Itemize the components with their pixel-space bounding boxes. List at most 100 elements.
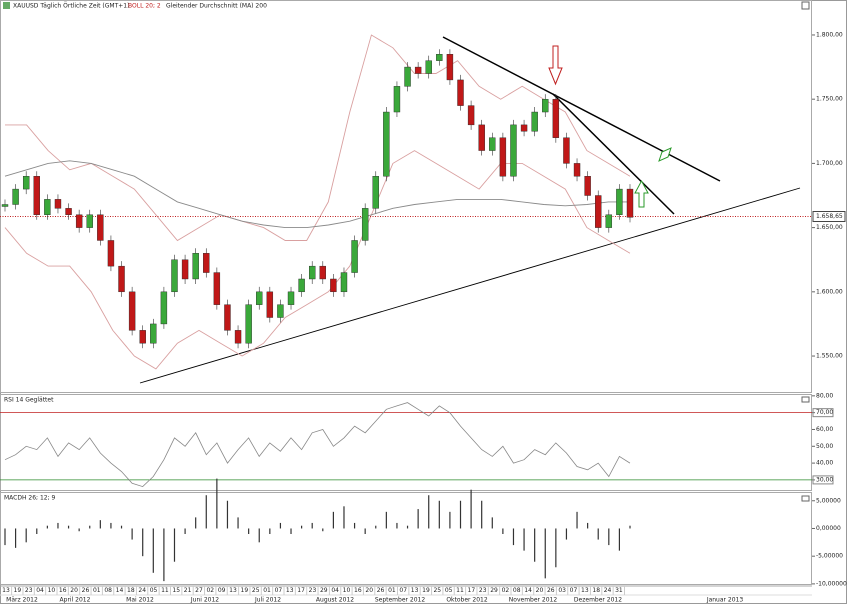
candle: [489, 137, 496, 151]
x-day-label: 11: [456, 587, 464, 594]
x-day-label: 02: [502, 587, 510, 594]
candle: [22, 176, 30, 190]
x-day-label: 04: [36, 587, 44, 594]
x-day-label: 13: [411, 587, 419, 594]
candle: [319, 265, 326, 280]
y-tick-label: 30,00: [816, 476, 833, 483]
candle: [44, 199, 51, 215]
level-box: [812, 475, 834, 485]
x-day-label: 15: [172, 587, 180, 594]
window-button[interactable]: [801, 495, 810, 502]
candle: [425, 60, 432, 74]
candle: [414, 66, 422, 74]
candle: [531, 111, 538, 132]
x-day-label: 31: [615, 587, 623, 594]
indicator-line: [5, 34, 631, 242]
candle: [139, 330, 146, 344]
x-day-label: 05: [150, 587, 158, 594]
indicator-label[interactable]: BOLL 20; 2: [128, 3, 161, 10]
symbol-icon[interactable]: [3, 2, 10, 9]
x-day-label: 10: [343, 587, 351, 594]
candle: [542, 98, 549, 113]
x-day-label: 27: [195, 587, 203, 594]
candle: [457, 79, 464, 106]
candle: [75, 214, 83, 228]
candle: [340, 272, 348, 293]
panel-title[interactable]: RSI 14 Geglättet: [4, 397, 54, 404]
candle: [552, 98, 560, 138]
candle: [616, 188, 623, 215]
indicator-label[interactable]: Gleitender Durchschnitt (MA) 200: [166, 3, 267, 10]
x-day-label: 23: [309, 587, 317, 594]
x-day-label: 03: [558, 587, 566, 594]
last-price-label: 1.658,65: [816, 213, 843, 220]
down-arrow: [548, 45, 563, 86]
y-tick-label: -5,00000: [816, 553, 843, 560]
x-month-label: Mai 2012: [126, 597, 154, 604]
candle: [436, 54, 443, 61]
candle: [478, 124, 485, 151]
candle: [160, 291, 168, 325]
y-tick-label: 1.650,00: [816, 224, 843, 231]
candle: [1, 204, 9, 207]
candle: [383, 111, 390, 177]
y-tick-label: 1.750,00: [816, 96, 843, 103]
candle: [573, 163, 581, 177]
y-tick-label: 1.550,00: [816, 353, 843, 360]
candle: [520, 124, 528, 132]
x-day-label: 01: [93, 587, 101, 594]
x-day-label: 26: [82, 587, 90, 594]
x-day-label: 02: [206, 587, 214, 594]
x-day-label: 20: [536, 587, 544, 594]
candle: [234, 330, 242, 344]
candle: [277, 304, 284, 318]
x-day-label: 09: [218, 587, 226, 594]
x-day-label: 01: [263, 587, 271, 594]
candle: [181, 259, 189, 280]
x-day-label: 11: [161, 587, 169, 594]
x-day-label: 19: [14, 587, 22, 594]
x-day-label: 20: [70, 587, 78, 594]
candle: [256, 291, 263, 305]
x-day-label: 14: [116, 587, 124, 594]
x-month-label: Juli 2012: [254, 597, 281, 604]
candle: [404, 66, 411, 87]
up-arrow: [634, 179, 649, 208]
x-month-label: August 2012: [316, 597, 354, 604]
candle: [245, 304, 252, 344]
x-day-label: 10: [48, 587, 56, 594]
candle: [626, 188, 634, 218]
x-day-label: 21: [184, 587, 192, 594]
candle: [298, 278, 305, 293]
x-day-label: 13: [229, 587, 237, 594]
y-tick-label: 50,00: [816, 443, 833, 450]
x-day-label: 29: [320, 587, 328, 594]
candle: [213, 272, 221, 305]
candle: [171, 259, 178, 293]
y-tick-label: -10,00000: [816, 580, 847, 587]
x-day-label: 23: [479, 587, 487, 594]
up-arrow: [658, 147, 672, 162]
x-month-label: April 2012: [60, 597, 91, 604]
y-tick-label: 1.800,00: [816, 31, 843, 38]
x-day-label: 16: [59, 587, 67, 594]
x-day-label: 24: [138, 587, 146, 594]
candle: [595, 195, 602, 228]
x-day-label: 17: [297, 587, 305, 594]
candle: [224, 304, 231, 331]
x-day-label: 18: [592, 587, 600, 594]
candle: [499, 137, 507, 177]
window-button[interactable]: [801, 1, 810, 10]
candle: [563, 137, 570, 164]
window-button[interactable]: [801, 396, 810, 403]
candle: [86, 214, 93, 228]
candle: [361, 208, 369, 241]
symbol-title[interactable]: XAUUSD Täglich Örtliche Zeit (GMT+1): [13, 3, 129, 10]
candle: [351, 240, 358, 273]
trendline: [139, 187, 801, 384]
panel-title[interactable]: MACDH 26; 12; 9: [4, 495, 56, 502]
x-day-label: 14: [524, 587, 532, 594]
x-day-label: 26: [377, 587, 385, 594]
x-day-label: 26: [547, 587, 555, 594]
